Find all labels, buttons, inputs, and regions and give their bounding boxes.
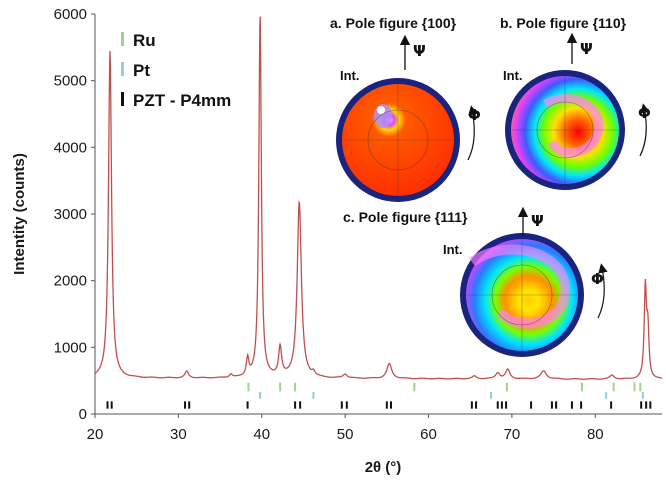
inset-a-int-label: Int.	[340, 68, 360, 83]
x-tick-label: 50	[337, 426, 354, 443]
x-axis-title: 2θ (°)	[365, 459, 402, 476]
legend-label-pt: Pt	[133, 61, 150, 80]
y-tick-labels: 0 1000 2000 3000 4000 5000 6000	[54, 6, 95, 423]
inset-c-title: c. Pole figure {111}	[343, 209, 468, 225]
y-axis-title: Intentity (counts)	[11, 153, 28, 275]
y-tick-label: 6000	[54, 6, 87, 23]
inset-a-psi-label: Ψ	[413, 42, 426, 60]
y-tick-label: 2000	[54, 273, 87, 290]
inset-c-int-label: Int.	[443, 242, 463, 257]
x-tick-label: 20	[87, 426, 104, 443]
x-tick-label: 80	[587, 426, 604, 443]
inset-pole-figure-111: c. Pole figure {111} Ψ Φ Int.	[343, 209, 604, 357]
legend-label-ru: Ru	[133, 31, 156, 50]
legend-marker-pzt	[121, 92, 124, 106]
x-tick-labels: 20 30 40 50 60 70 80	[87, 414, 604, 443]
inset-a-hotspot-core	[377, 106, 385, 114]
inset-pole-figure-110: b. Pole figure {110} Ψ Φ Int.	[500, 15, 651, 190]
inset-c-psi-label: Ψ	[531, 212, 544, 230]
legend: Ru Pt PZT - P4mm	[121, 31, 231, 110]
x-tick-label: 30	[170, 426, 187, 443]
x-tick-label: 60	[420, 426, 437, 443]
legend-label-pzt: PZT - P4mm	[133, 91, 231, 110]
legend-marker-pt	[121, 62, 124, 76]
reference-markers	[108, 383, 651, 409]
x-tick-label: 40	[253, 426, 270, 443]
y-tick-label: 0	[79, 406, 87, 423]
x-tick-label: 70	[504, 426, 521, 443]
y-tick-label: 3000	[54, 206, 87, 223]
y-tick-label: 5000	[54, 73, 87, 90]
inset-b-int-label: Int.	[503, 68, 523, 83]
y-tick-label: 1000	[54, 339, 87, 356]
inset-pole-figure-100: a. Pole figure {100} Ψ Φ Int.	[330, 15, 481, 202]
inset-c-phi-label: Φ	[591, 270, 604, 288]
inset-a-phi-label: Φ	[468, 106, 481, 124]
y-tick-label: 4000	[54, 139, 87, 156]
inset-b-psi-label: Ψ	[580, 40, 593, 58]
inset-a-title: a. Pole figure {100}	[330, 15, 457, 31]
inset-b-title: b. Pole figure {110}	[500, 15, 627, 31]
legend-marker-ru	[121, 32, 124, 46]
